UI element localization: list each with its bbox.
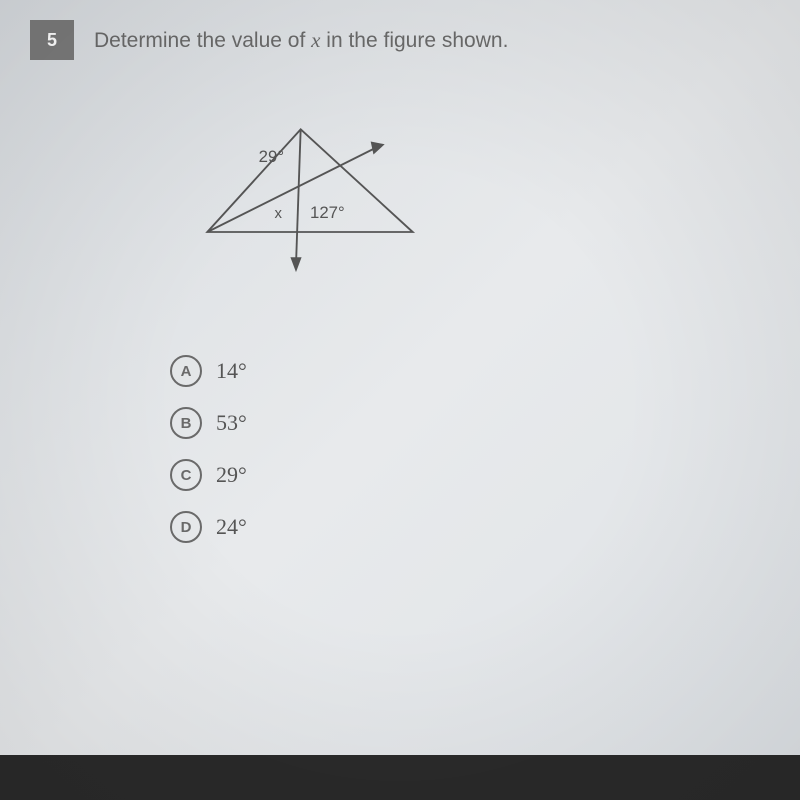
- choices-container: A 14° B 53° C 29° D 24°: [170, 355, 770, 543]
- bottom-taskbar: [0, 755, 800, 800]
- inner-line-vertical: [296, 129, 301, 264]
- choice-letter-a[interactable]: A: [170, 355, 202, 387]
- choice-value-b: 53°: [216, 410, 247, 436]
- angle-29-label: 29°: [259, 147, 284, 166]
- choice-a[interactable]: A 14°: [170, 355, 770, 387]
- choice-letter-c[interactable]: C: [170, 459, 202, 491]
- figure-container: 29° x 127°: [170, 90, 770, 295]
- inner-line-diagonal: [207, 148, 375, 232]
- choice-letter-b[interactable]: B: [170, 407, 202, 439]
- angle-127-label: 127°: [310, 203, 345, 222]
- problem-number-badge: 5: [30, 20, 74, 60]
- problem-header: 5 Determine the value of x in the figure…: [30, 20, 770, 60]
- problem-text-after: in the figure shown.: [320, 29, 508, 52]
- choice-b[interactable]: B 53°: [170, 407, 770, 439]
- problem-number: 5: [47, 30, 57, 51]
- choice-value-d: 24°: [216, 514, 247, 540]
- choice-value-a: 14°: [216, 358, 247, 384]
- problem-text: Determine the value of x in the figure s…: [94, 28, 508, 53]
- problem-text-before: Determine the value of: [94, 29, 311, 52]
- choice-d[interactable]: D 24°: [170, 511, 770, 543]
- problem-container: 5 Determine the value of x in the figure…: [0, 0, 800, 583]
- choice-value-c: 29°: [216, 462, 247, 488]
- choice-letter-d[interactable]: D: [170, 511, 202, 543]
- arrowhead-lower: [290, 257, 301, 272]
- angle-x-label: x: [275, 205, 283, 222]
- geometry-figure: 29° x 127°: [170, 90, 450, 290]
- choice-c[interactable]: C 29°: [170, 459, 770, 491]
- arrowhead-upper: [371, 141, 385, 154]
